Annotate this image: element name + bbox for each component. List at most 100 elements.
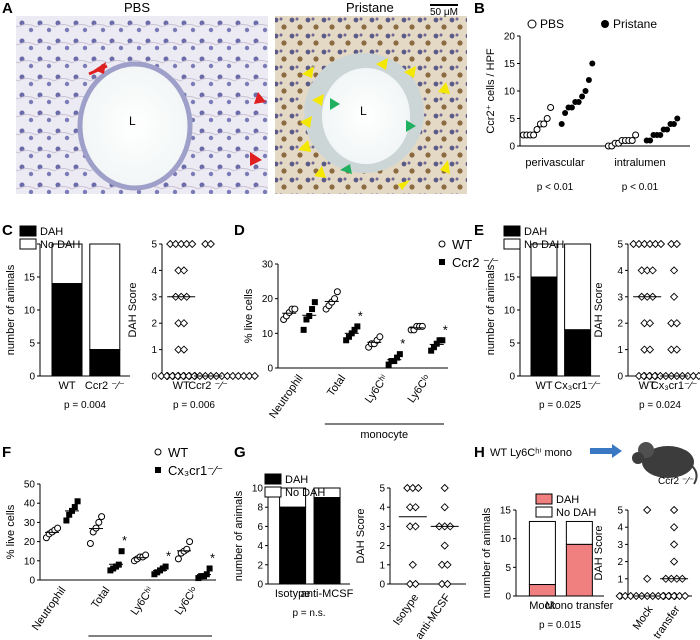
g2-point: [411, 579, 420, 589]
h1-ytick-label: 5: [505, 563, 511, 574]
g2-ytick-label: 5: [379, 484, 385, 495]
g1-bar-dah: [313, 497, 341, 585]
b-ytick-label: 0: [509, 142, 515, 153]
c1-bar-nodah: [89, 243, 121, 351]
b-point: [575, 99, 582, 105]
e1-bar-dah: [564, 329, 592, 377]
d-significance: *: [358, 308, 363, 323]
h2-point: [615, 591, 624, 601]
e2-pvalue: p = 0.024: [639, 400, 681, 411]
h2-ytick-label: 5: [617, 506, 623, 517]
g1-ytick-label: 8: [257, 503, 263, 514]
d-point: [433, 340, 440, 347]
f-ylabel: % live cells: [5, 504, 17, 559]
title-pbs: PBS: [124, 0, 151, 15]
f-point: [63, 517, 70, 524]
b-point: [540, 120, 548, 128]
c2-point: [174, 266, 183, 275]
d-legend-wt: WT: [452, 237, 472, 252]
g1-bar-dah: [279, 506, 307, 585]
h1-category: Mono transfer: [545, 600, 613, 612]
f-point: [183, 545, 191, 553]
g2-point: [408, 483, 417, 493]
d-significance: *: [400, 336, 405, 351]
g2-point: [443, 579, 452, 589]
c1-ytick-label: 10: [24, 306, 36, 317]
h2-point: [626, 591, 635, 601]
b-pvalue: p < 0.01: [622, 182, 659, 193]
c2-point: [206, 239, 215, 249]
h1-ytick-label: 0: [505, 592, 511, 603]
f-ytick-label: 10: [24, 556, 36, 567]
e2-point: [645, 239, 655, 249]
e1-bar-dah: [530, 276, 558, 377]
lumen-label-pristane: L: [360, 104, 367, 118]
f-point: [98, 513, 106, 521]
h-header: WT Ly6Cʰⁱ mono: [490, 447, 572, 459]
e1-ytick-label: 5: [509, 339, 515, 350]
e2-point: [669, 292, 679, 301]
f-ytick-label: 50: [24, 480, 36, 491]
c1-ytick-label: 5: [29, 339, 35, 350]
c2-point: [162, 371, 171, 381]
g1-ytick-label: 6: [257, 522, 263, 533]
d-point: [333, 288, 341, 296]
e2-point: [667, 345, 676, 354]
f-category: Ly6Cʰⁱ: [129, 585, 157, 618]
d-ylabel: % live cells: [243, 288, 255, 343]
c2-point: [179, 319, 189, 328]
f-point: [54, 524, 62, 532]
c2-point: [157, 371, 166, 381]
e2-point: [694, 371, 700, 381]
f-point: [174, 555, 182, 563]
b-legend-marker: [601, 20, 609, 28]
e1-bar-nodah: [564, 243, 592, 331]
e2-point: [640, 319, 649, 328]
c2-ytick-label: 5: [151, 240, 157, 251]
c2-point: [168, 371, 177, 381]
g2-ytick-label: 1: [379, 560, 385, 571]
g1-ytick-label: 10: [252, 484, 264, 495]
d-point: [311, 299, 318, 306]
b-category: intralumen: [614, 157, 665, 169]
d-point: [309, 306, 316, 313]
c1-legend-dah: DAH: [40, 226, 63, 238]
e2-point: [640, 345, 649, 354]
f-ytick-label: 0: [29, 576, 35, 587]
h1-ytick-label: 10: [500, 534, 512, 545]
d-ytick-label: 10: [262, 329, 274, 340]
e2-ytick-label: 2: [617, 319, 623, 330]
b-ytick-label: 5: [509, 114, 515, 125]
c2-ytick-label: 4: [151, 266, 157, 277]
h2-point: [643, 505, 652, 515]
f-point: [142, 551, 150, 559]
e2-category: Cx₃cr1⁻⁄⁻: [651, 380, 698, 392]
c2-point: [188, 239, 197, 249]
h1-bar-nodah: [528, 520, 556, 586]
e2-point: [650, 371, 659, 381]
g2-point: [411, 503, 420, 512]
c2-point: [201, 239, 210, 249]
h2-point: [643, 574, 652, 583]
d-point: [428, 347, 435, 354]
c1-pvalue: p = 0.004: [64, 400, 106, 411]
c2-point: [179, 345, 189, 354]
c2-point: [234, 371, 243, 381]
e2-ytick-label: 3: [617, 292, 623, 303]
h1-legend-swatch: [535, 506, 553, 518]
c2-point: [182, 239, 191, 249]
b-point: [647, 137, 654, 144]
c1-bar-nodah: [51, 243, 83, 285]
c1-bar-dah: [89, 349, 121, 377]
panel-label-g: G: [234, 444, 246, 461]
d-point: [291, 305, 299, 313]
c2-point: [245, 371, 254, 381]
h1-bar-dah: [528, 584, 556, 597]
panel-label-c: C: [2, 222, 13, 239]
e2-point: [672, 319, 681, 328]
h2-category: Mock: [631, 603, 656, 632]
photo-pristane: [275, 16, 467, 194]
e1-legend-dah: DAH: [524, 226, 547, 238]
green-arrows: [330, 98, 416, 174]
h2-point: [669, 557, 679, 566]
